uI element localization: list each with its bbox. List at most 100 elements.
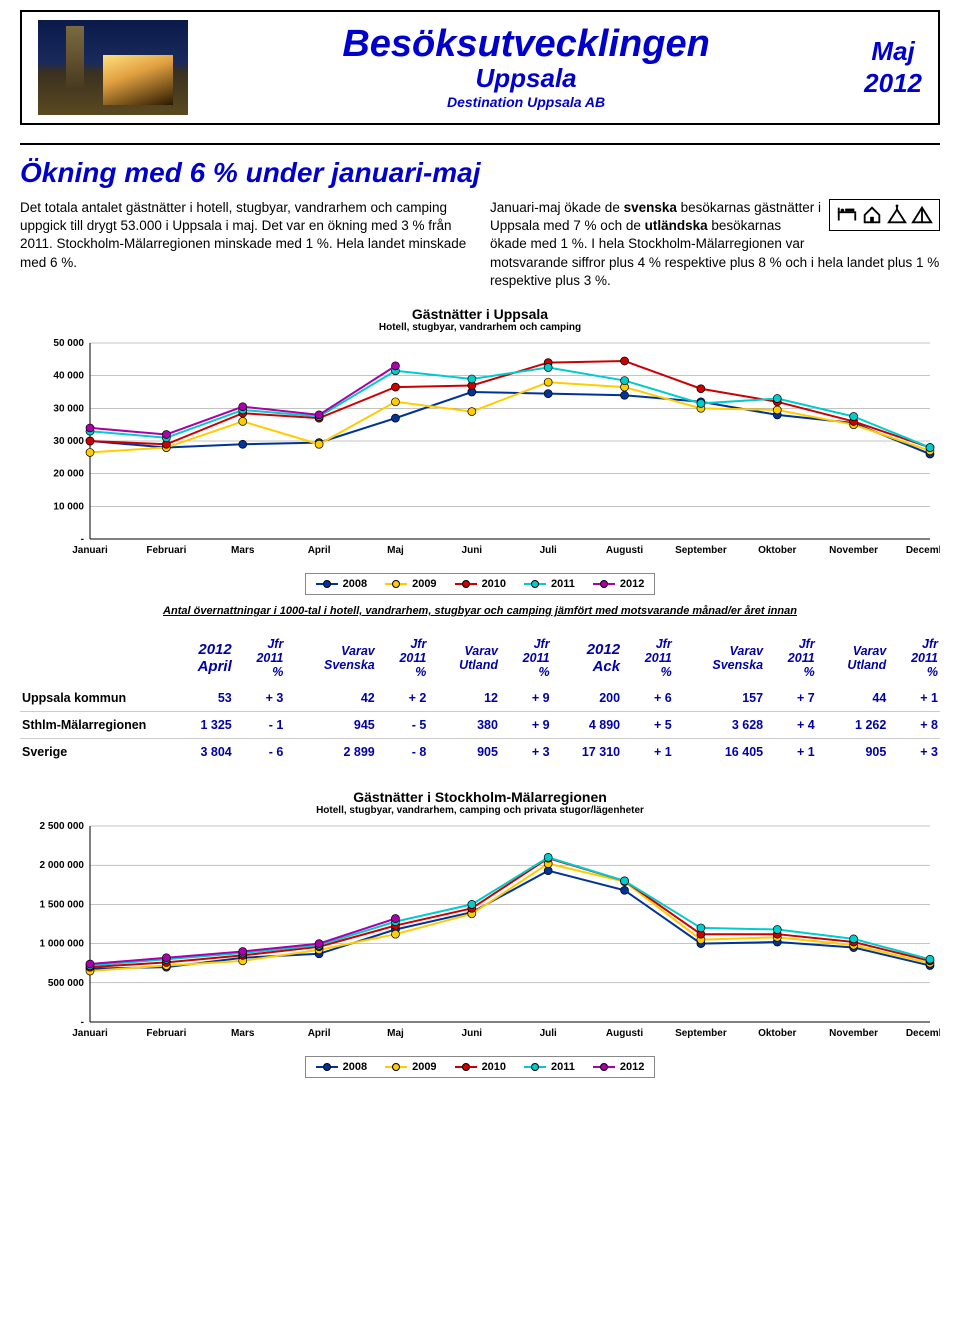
table-cell: + 1 xyxy=(765,739,817,766)
legend-item: 2012 xyxy=(593,578,644,590)
svg-text:Juli: Juli xyxy=(540,1028,557,1039)
hostel-icon xyxy=(886,204,908,226)
legend-label: 2011 xyxy=(551,578,575,590)
table-cell: + 3 xyxy=(234,685,286,712)
table-row: Uppsala kommun53+ 342+ 212+ 9200+ 6157+ … xyxy=(20,685,940,712)
svg-text:Januari: Januari xyxy=(72,1028,108,1039)
legend-label: 2012 xyxy=(620,578,644,590)
period-month: Maj xyxy=(864,36,922,67)
table-cell: 53 xyxy=(170,685,234,712)
legend-label: 2010 xyxy=(482,1061,506,1073)
table-cell: - 5 xyxy=(377,712,429,739)
table-cell: + 2 xyxy=(377,685,429,712)
period-box: Maj 2012 xyxy=(864,36,922,98)
chart1-subtitle: Hotell, stugbyar, vandrarhem och camping xyxy=(20,322,940,333)
legend-item: 2011 xyxy=(524,1061,575,1073)
svg-text:30 000: 30 000 xyxy=(53,436,84,447)
doc-title: Besöksutvecklingen xyxy=(208,25,844,63)
table-cell: 16 405 xyxy=(674,739,765,766)
svg-text:Maj: Maj xyxy=(387,1028,404,1039)
svg-text:Juni: Juni xyxy=(462,1028,483,1039)
legend-item: 2009 xyxy=(385,578,436,590)
table-cell: 2 899 xyxy=(285,739,376,766)
table-cell: + 4 xyxy=(765,712,817,739)
table-cell: 1 325 xyxy=(170,712,234,739)
doc-subtitle2: Destination Uppsala AB xyxy=(208,94,844,110)
header-photo xyxy=(38,20,188,115)
svg-text:20 000: 20 000 xyxy=(53,469,84,480)
svg-text:-: - xyxy=(81,534,84,545)
svg-text:1 500 000: 1 500 000 xyxy=(40,899,85,910)
svg-text:September: September xyxy=(675,1028,727,1039)
table-cell: 4 890 xyxy=(552,712,623,739)
intro-left-text: Det totala antalet gästnätter i hotell, … xyxy=(20,199,470,272)
legend-label: 2010 xyxy=(482,578,506,590)
table-cell: 905 xyxy=(817,739,889,766)
summary-table: 2012April Jfr2011% VaravSvenska Jfr2011%… xyxy=(20,631,940,765)
table-cell: 380 xyxy=(428,712,500,739)
table-cell: + 7 xyxy=(765,685,817,712)
table-cell: 3 628 xyxy=(674,712,765,739)
table-row: Sverige3 804- 62 899- 8905+ 317 310+ 116… xyxy=(20,739,940,766)
table-cell: + 9 xyxy=(500,685,552,712)
house-icon xyxy=(861,204,883,226)
svg-text:Mars: Mars xyxy=(231,545,255,556)
svg-text:Januari: Januari xyxy=(72,545,108,556)
svg-text:November: November xyxy=(829,1028,878,1039)
intro-right: Januari-maj ökade de svenska besökarnas … xyxy=(490,199,940,290)
svg-text:December: December xyxy=(906,1028,940,1039)
table-cell: 42 xyxy=(285,685,376,712)
svg-text:Augusti: Augusti xyxy=(606,1028,643,1039)
note-line: Antal övernattningar i 1000-tal i hotell… xyxy=(20,605,940,617)
tent-icon xyxy=(911,204,933,226)
chart1-legend: 2008 2009 2010 2011 2012 xyxy=(305,573,656,595)
bed-icon xyxy=(836,204,858,226)
svg-text:September: September xyxy=(675,545,727,556)
svg-text:Mars: Mars xyxy=(231,1028,255,1039)
table-cell: + 3 xyxy=(500,739,552,766)
svg-text:Augusti: Augusti xyxy=(606,545,643,556)
svg-text:Maj: Maj xyxy=(387,545,404,556)
svg-text:Februari: Februari xyxy=(146,1028,186,1039)
table-cell: + 1 xyxy=(888,685,940,712)
table-cell: + 5 xyxy=(622,712,674,739)
table-cell: + 8 xyxy=(888,712,940,739)
table-row: Sthlm-Mälarregionen1 325- 1945- 5380+ 94… xyxy=(20,712,940,739)
svg-text:Juli: Juli xyxy=(540,545,557,556)
legend-label: 2009 xyxy=(412,578,436,590)
header-center: Besöksutvecklingen Uppsala Destination U… xyxy=(208,25,844,110)
svg-text:April: April xyxy=(308,545,331,556)
chart2-subtitle: Hotell, stugbyar, vandrarhem, camping oc… xyxy=(20,805,940,816)
svg-text:1 000 000: 1 000 000 xyxy=(40,939,85,950)
legend-item: 2012 xyxy=(593,1061,644,1073)
intro-columns: Det totala antalet gästnätter i hotell, … xyxy=(20,199,940,290)
period-year: 2012 xyxy=(864,68,922,99)
chart2-svg: -500 0001 000 0001 500 0002 000 0002 500… xyxy=(20,820,940,1050)
table-cell: + 6 xyxy=(622,685,674,712)
intro-left: Det totala antalet gästnätter i hotell, … xyxy=(20,199,470,290)
svg-text:2 000 000: 2 000 000 xyxy=(40,860,85,871)
table-cell: + 1 xyxy=(622,739,674,766)
table-cell: 945 xyxy=(285,712,376,739)
header-box: Besöksutvecklingen Uppsala Destination U… xyxy=(20,10,940,125)
svg-text:April: April xyxy=(308,1028,331,1039)
svg-text:Februari: Februari xyxy=(146,545,186,556)
svg-text:500 000: 500 000 xyxy=(48,978,85,989)
legend-label: 2008 xyxy=(343,1061,367,1073)
row-label: Sverige xyxy=(20,739,170,766)
table-cell: - 8 xyxy=(377,739,429,766)
svg-text:40 000: 40 000 xyxy=(53,371,84,382)
headline: Ökning med 6 % under januari-maj xyxy=(20,157,940,189)
svg-text:December: December xyxy=(906,545,940,556)
legend-label: 2009 xyxy=(412,1061,436,1073)
table-cell: - 1 xyxy=(234,712,286,739)
doc-subtitle: Uppsala xyxy=(208,63,844,94)
table-cell: 200 xyxy=(552,685,623,712)
row-label: Uppsala kommun xyxy=(20,685,170,712)
legend-item: 2011 xyxy=(524,578,575,590)
chart1: -10 00020 00030 00030 00040 00050 000Jan… xyxy=(20,337,940,567)
legend-label: 2012 xyxy=(620,1061,644,1073)
divider xyxy=(20,143,940,145)
legend-label: 2008 xyxy=(343,578,367,590)
table-cell: 44 xyxy=(817,685,889,712)
